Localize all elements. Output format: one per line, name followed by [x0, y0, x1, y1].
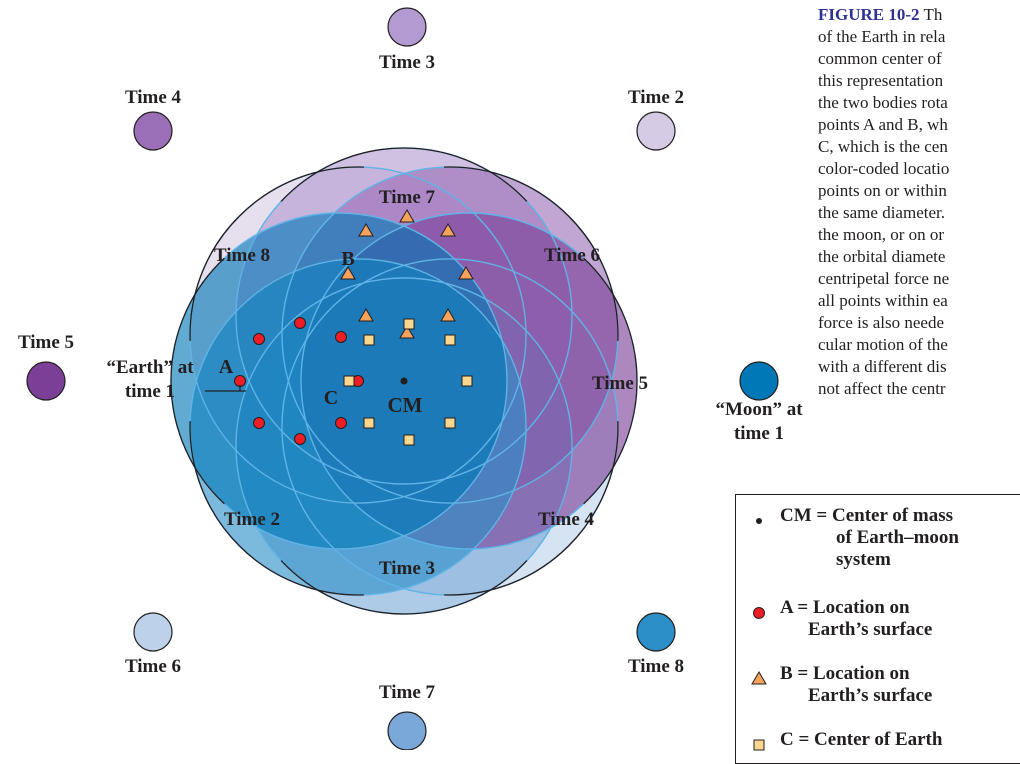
earth-boundary	[170, 147, 638, 615]
caption-line: color-coded locatio	[818, 159, 950, 178]
point-c-marker	[403, 318, 415, 330]
boundary-arc-time-7	[280, 560, 528, 615]
point-b-marker	[399, 209, 415, 223]
point-c-marker	[444, 334, 456, 346]
figure-caption: FIGURE 10-2 Th of the Earth in rela common…	[818, 4, 1020, 490]
caption-line: this representation	[818, 71, 944, 90]
earth-label-time-7: Time 7	[379, 187, 436, 208]
earth-time-1	[171, 213, 507, 549]
moon-time-4	[133, 111, 173, 151]
moon-label-time-7: Time 7	[379, 682, 436, 703]
caption-line: Th	[923, 5, 943, 24]
earth-label-time-8: Time 8	[214, 245, 270, 266]
caption-line: with a different dis	[818, 357, 947, 376]
point-c-marker	[363, 417, 375, 429]
moon-label-time-4: Time 4	[125, 87, 182, 108]
legend-text-line: B = Location on	[780, 663, 910, 684]
legend-text-line: Earth’s surface	[808, 619, 933, 640]
orange-triangle-icon	[751, 671, 767, 685]
point-b-marker	[440, 308, 456, 322]
moon-label-time-8: Time 8	[628, 656, 684, 677]
moon-time-3	[387, 7, 427, 47]
yellow-square-icon	[753, 739, 765, 751]
point-b-marker	[440, 223, 456, 237]
caption-line: the two bodies rota	[818, 93, 948, 112]
caption-line: not affect the centr	[818, 379, 946, 398]
point-c-label: C	[324, 387, 338, 409]
point-b-marker	[340, 266, 356, 280]
point-c-marker	[363, 334, 375, 346]
moon-time-6	[133, 612, 173, 652]
cm-label: CM	[388, 393, 423, 417]
legend-text-line: A = Location on	[780, 597, 910, 618]
moon-time-7	[387, 711, 427, 750]
point-a-marker	[253, 417, 265, 429]
boundary-arc-time-3	[280, 147, 528, 202]
boundary-arc-time-4	[444, 166, 619, 341]
caption-line: force is also neede	[818, 313, 945, 332]
boundary-arc-time-8	[189, 421, 364, 596]
earth-label-time-1: “Earth” at time 1	[106, 357, 194, 402]
caption-line: all points within ea	[818, 291, 948, 310]
point-b-marker	[358, 223, 374, 237]
point-a-marker	[253, 333, 265, 345]
boundary-arc-time-2	[189, 166, 364, 341]
legend-text-line: C = Center of Earth	[780, 729, 943, 750]
earth-label-time-3: Time 3	[379, 558, 435, 579]
point-b-marker	[358, 308, 374, 322]
legend-text-line: of Earth–moon	[836, 527, 959, 548]
caption-line: cular motion of the	[818, 335, 948, 354]
caption-line: points A and B, wh	[818, 115, 948, 134]
red-circle-icon	[753, 607, 765, 619]
earth-label-time-4: Time 4	[538, 509, 595, 530]
point-c-marker	[403, 434, 415, 446]
caption-line: common center of	[818, 49, 942, 68]
point-c-marker	[343, 375, 355, 387]
caption-line: the orbital diamete	[818, 247, 946, 266]
dot-icon	[756, 518, 762, 524]
point-a-marker	[294, 317, 306, 329]
boundary-arc-time-5	[583, 257, 638, 505]
boundary-arc-time-6	[444, 421, 619, 596]
caption-line: centripetal force ne	[818, 269, 950, 288]
moon-time-8	[636, 612, 676, 652]
moon-label-time-1: “Moon” at time 1	[715, 399, 803, 444]
moon-label-time-5: Time 5	[18, 332, 74, 353]
moon-label-time-3: Time 3	[379, 52, 435, 73]
caption-line: the moon, or on or	[818, 225, 945, 244]
legend-text-line: CM = Center of mass	[780, 505, 953, 526]
point-c-marker	[444, 417, 456, 429]
moon-label-time-2: Time 2	[628, 87, 684, 108]
caption-line: the same diameter.	[818, 203, 945, 222]
point-a-label: A	[219, 356, 234, 378]
moon-time-2	[636, 111, 676, 151]
earth-label-time-6: Time 6	[544, 245, 600, 266]
legend: CM = Center of mass of Earth–moon system A …	[735, 494, 1020, 764]
figure-id: FIGURE 10-2	[818, 5, 920, 24]
point-b-marker	[458, 266, 474, 280]
point-a-marker	[335, 417, 347, 429]
point-a-marker	[335, 331, 347, 343]
point-b-label: B	[341, 248, 354, 270]
moon-label-time-6: Time 6	[125, 656, 181, 677]
moon-time-1	[739, 361, 779, 401]
point-a-marker	[234, 375, 246, 387]
earth-label-time-5: Time 5	[592, 373, 648, 394]
legend-text-line: system	[836, 549, 891, 570]
center-of-mass-dot	[400, 377, 408, 385]
moon-time-5	[26, 361, 66, 401]
point-c-marker	[461, 375, 473, 387]
caption-line: of the Earth in rela	[818, 27, 946, 46]
point-b-marker	[399, 325, 415, 339]
legend-text-line: Earth’s surface	[808, 685, 933, 706]
boundary-arc-time-1	[170, 257, 225, 505]
caption-line: C, which is the cen	[818, 137, 948, 156]
point-a-marker	[294, 433, 306, 445]
earth-label-time-2: Time 2	[224, 509, 280, 530]
caption-line: points on or within	[818, 181, 947, 200]
